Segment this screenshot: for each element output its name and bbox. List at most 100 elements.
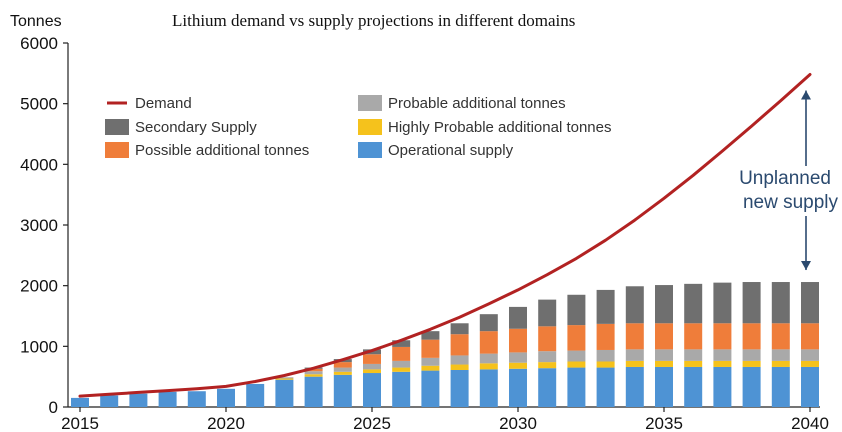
bar-segment-highly-probable-additional-tonnes-2039 xyxy=(771,360,790,367)
bar-segment-operational-supply-2015 xyxy=(71,397,89,407)
bar-segment-operational-supply-2036 xyxy=(684,366,703,407)
x-tick-label: 2040 xyxy=(791,414,829,432)
legend-label: Operational supply xyxy=(388,142,514,159)
bar-segment-operational-supply-2034 xyxy=(625,366,644,407)
bar-segment-probable-additional-tonnes-2039 xyxy=(771,349,790,361)
y-axis-unit-label: Tonnes xyxy=(10,13,62,30)
bar-segment-highly-probable-additional-tonnes-2022 xyxy=(275,378,294,380)
bar-segment-possible-additional-tonnes-2024 xyxy=(333,362,352,368)
y-tick-label: 2000 xyxy=(20,277,58,296)
bar-segment-probable-additional-tonnes-2030 xyxy=(509,352,527,363)
bar-segment-secondary-supply-2039 xyxy=(771,282,790,324)
bar-segment-probable-additional-tonnes-2032 xyxy=(567,350,586,362)
y-tick-label: 6000 xyxy=(20,34,58,53)
bar-segment-operational-supply-2018 xyxy=(158,391,177,407)
y-tick-label: 5000 xyxy=(20,95,58,114)
bar-segment-highly-probable-additional-tonnes-2035 xyxy=(655,360,673,367)
bar-segment-operational-supply-2033 xyxy=(596,367,615,407)
legend-box-swatch xyxy=(358,95,382,111)
bar-segment-probable-additional-tonnes-2024 xyxy=(333,367,352,372)
bar-segment-probable-additional-tonnes-2029 xyxy=(479,353,498,364)
bar-segment-operational-supply-2019 xyxy=(187,391,206,407)
bar-segment-probable-additional-tonnes-2033 xyxy=(596,349,615,362)
bar-segment-probable-additional-tonnes-2034 xyxy=(625,349,644,361)
x-tick-label: 2030 xyxy=(499,414,537,432)
bar-segment-highly-probable-additional-tonnes-2036 xyxy=(684,360,703,367)
bar-segment-secondary-supply-2034 xyxy=(625,286,644,324)
bar-segment-secondary-supply-2031 xyxy=(538,299,557,327)
stacked-bars xyxy=(71,282,819,407)
bar-segment-probable-additional-tonnes-2026 xyxy=(392,360,411,368)
bar-segment-highly-probable-additional-tonnes-2033 xyxy=(596,361,615,368)
bar-segment-possible-additional-tonnes-2023 xyxy=(304,368,323,372)
bar-segment-possible-additional-tonnes-2031 xyxy=(538,326,557,352)
bar-segment-possible-additional-tonnes-2032 xyxy=(567,325,586,351)
bar-segment-possible-additional-tonnes-2026 xyxy=(392,346,411,361)
bar-segment-operational-supply-2024 xyxy=(333,374,352,407)
x-tick-label: 2015 xyxy=(61,414,99,432)
x-axis: 2015 2020 2025 2030 2035 2040 xyxy=(61,406,829,432)
x-tick-label: 2025 xyxy=(353,414,391,432)
bar-segment-operational-supply-2021 xyxy=(246,383,265,407)
bar-segment-operational-supply-2035 xyxy=(655,366,673,407)
chart-title: Lithium demand vs supply projections in … xyxy=(172,11,575,30)
y-tick-label: 4000 xyxy=(20,155,58,174)
bar-segment-possible-additional-tonnes-2027 xyxy=(421,339,440,358)
bar-segment-highly-probable-additional-tonnes-2031 xyxy=(538,362,557,369)
bar-segment-highly-probable-additional-tonnes-2023 xyxy=(304,374,323,377)
bar-segment-operational-supply-2027 xyxy=(421,370,440,407)
annotation-arrowhead-down xyxy=(801,261,811,271)
bar-segment-highly-probable-additional-tonnes-2038 xyxy=(742,360,761,367)
bar-segment-secondary-supply-2038 xyxy=(742,282,761,324)
bar-segment-operational-supply-2028 xyxy=(450,369,469,407)
bar-segment-possible-additional-tonnes-2037 xyxy=(713,323,732,350)
bar-segment-operational-supply-2022 xyxy=(275,379,294,407)
bar-segment-secondary-supply-2027 xyxy=(421,331,440,340)
bar-segment-possible-additional-tonnes-2030 xyxy=(509,328,527,353)
bar-segment-operational-supply-2040 xyxy=(801,366,819,407)
bar-segment-possible-additional-tonnes-2039 xyxy=(771,323,790,350)
bar-segment-probable-additional-tonnes-2038 xyxy=(742,349,761,361)
bar-segment-possible-additional-tonnes-2028 xyxy=(450,334,469,356)
bar-segment-operational-supply-2032 xyxy=(567,367,586,407)
legend-box-swatch xyxy=(358,119,382,135)
bar-segment-probable-additional-tonnes-2023 xyxy=(304,371,323,375)
bar-segment-operational-supply-2016 xyxy=(100,395,119,407)
x-tick-label: 2020 xyxy=(207,414,245,432)
bar-segment-highly-probable-additional-tonnes-2025 xyxy=(363,369,381,374)
legend-box-swatch xyxy=(358,142,382,158)
bar-segment-possible-additional-tonnes-2040 xyxy=(801,323,819,350)
legend-label: Probable additional tonnes xyxy=(388,95,566,112)
legend-label: Possible additional tonnes xyxy=(135,142,309,159)
bar-segment-secondary-supply-2029 xyxy=(479,314,498,332)
bar-segment-operational-supply-2023 xyxy=(304,376,323,407)
bar-segment-highly-probable-additional-tonnes-2034 xyxy=(625,360,644,367)
bar-segment-probable-additional-tonnes-2036 xyxy=(684,349,703,361)
bar-segment-operational-supply-2030 xyxy=(509,368,527,407)
demand-line xyxy=(78,73,812,398)
bar-segment-probable-additional-tonnes-2035 xyxy=(655,349,673,361)
bar-segment-highly-probable-additional-tonnes-2037 xyxy=(713,360,732,367)
bar-segment-highly-probable-additional-tonnes-2029 xyxy=(479,363,498,370)
bar-segment-operational-supply-2038 xyxy=(742,366,761,407)
bar-segment-secondary-supply-2033 xyxy=(596,289,615,324)
y-tick-label: 3000 xyxy=(20,216,58,235)
bar-segment-operational-supply-2029 xyxy=(479,369,498,407)
x-tick-label: 2035 xyxy=(645,414,683,432)
annotation-text-line-2: new supply xyxy=(743,192,839,213)
annotation-text-line-1: Unplanned xyxy=(739,168,831,189)
bar-segment-operational-supply-2026 xyxy=(392,371,411,407)
bar-segment-probable-additional-tonnes-2025 xyxy=(363,363,381,370)
bar-segment-operational-supply-2020 xyxy=(217,388,235,407)
demand-line-group xyxy=(78,73,812,398)
bar-segment-operational-supply-2025 xyxy=(363,373,381,407)
bar-segment-highly-probable-additional-tonnes-2024 xyxy=(333,371,352,375)
bar-segment-probable-additional-tonnes-2027 xyxy=(421,357,440,366)
y-tick-label: 0 xyxy=(49,398,58,417)
legend-label: Highly Probable additional tonnes xyxy=(388,119,611,136)
bar-segment-secondary-supply-2037 xyxy=(713,282,732,324)
bar-segment-possible-additional-tonnes-2034 xyxy=(625,323,644,350)
bar-segment-operational-supply-2017 xyxy=(129,393,148,407)
y-tick-label: 1000 xyxy=(20,337,58,356)
bar-segment-possible-additional-tonnes-2036 xyxy=(684,323,703,350)
